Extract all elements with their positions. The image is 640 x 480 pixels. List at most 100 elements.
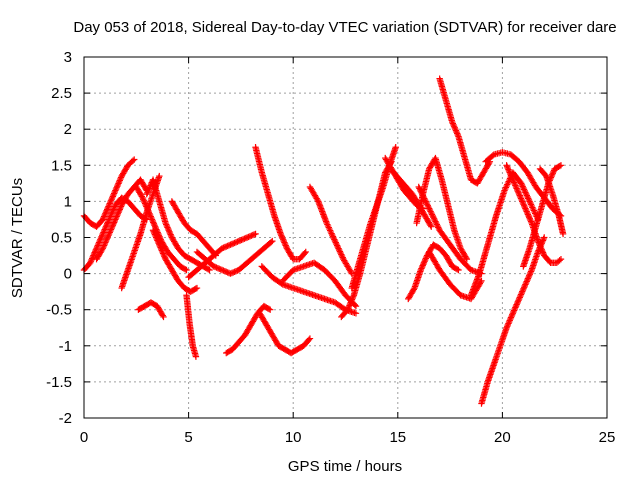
data-point bbox=[514, 188, 522, 195]
data-point bbox=[103, 207, 110, 214]
data-point bbox=[428, 209, 435, 217]
data-point bbox=[279, 236, 287, 243]
data-point bbox=[225, 242, 233, 249]
data-point bbox=[536, 242, 544, 249]
data-point bbox=[330, 234, 337, 242]
data-point bbox=[117, 174, 125, 181]
data-point bbox=[102, 239, 109, 246]
data-point bbox=[392, 144, 399, 151]
data-point bbox=[107, 213, 114, 220]
data-point bbox=[145, 207, 152, 214]
series-arc-25 bbox=[415, 183, 485, 277]
data-point bbox=[510, 307, 518, 314]
data-point bbox=[515, 295, 523, 303]
data-point bbox=[527, 201, 535, 208]
data-point bbox=[524, 275, 532, 282]
data-point bbox=[99, 232, 106, 239]
data-point bbox=[108, 196, 115, 203]
data-point bbox=[103, 236, 110, 243]
data-point bbox=[525, 272, 533, 279]
data-point bbox=[557, 162, 565, 169]
data-point bbox=[505, 167, 513, 175]
data-point bbox=[462, 254, 470, 262]
data-point bbox=[230, 240, 237, 247]
data-point bbox=[507, 170, 514, 178]
data-point bbox=[534, 248, 542, 256]
data-point bbox=[103, 222, 110, 229]
data-point bbox=[428, 211, 436, 218]
data-point bbox=[423, 199, 430, 207]
data-point bbox=[410, 286, 417, 293]
data-point bbox=[231, 268, 238, 275]
data-point bbox=[511, 305, 518, 313]
data-point bbox=[218, 266, 226, 274]
data-point bbox=[501, 185, 509, 193]
data-point bbox=[148, 214, 155, 222]
data-point bbox=[524, 276, 531, 284]
data-point bbox=[104, 206, 111, 213]
data-point bbox=[155, 240, 162, 247]
data-point bbox=[278, 232, 285, 239]
data-point bbox=[463, 255, 471, 263]
data-point bbox=[425, 203, 432, 211]
y-tick-label: -0.5 bbox=[46, 302, 72, 319]
data-point bbox=[431, 216, 438, 224]
data-point bbox=[97, 236, 104, 243]
data-point bbox=[117, 204, 124, 212]
data-point bbox=[164, 224, 171, 231]
data-point bbox=[100, 243, 107, 251]
data-point bbox=[92, 248, 99, 255]
data-point bbox=[101, 240, 108, 248]
data-point bbox=[559, 230, 567, 238]
data-point bbox=[117, 203, 125, 210]
data-point bbox=[97, 235, 105, 242]
data-point bbox=[505, 166, 512, 173]
data-point bbox=[525, 195, 532, 202]
data-point bbox=[114, 181, 122, 188]
data-point bbox=[522, 205, 529, 212]
data-point bbox=[192, 285, 199, 292]
data-point bbox=[510, 177, 517, 185]
series-arc-17 bbox=[279, 259, 360, 310]
data-point bbox=[556, 257, 563, 264]
data-point bbox=[267, 238, 275, 246]
data-point bbox=[231, 239, 238, 247]
data-point bbox=[538, 246, 545, 253]
data-point bbox=[526, 271, 534, 278]
data-point bbox=[541, 234, 548, 241]
data-point bbox=[113, 213, 120, 220]
data-point bbox=[450, 123, 458, 130]
data-point bbox=[152, 234, 160, 241]
data-point bbox=[159, 248, 166, 256]
data-point bbox=[514, 186, 521, 194]
axis-ticks: 0 5 10 15 20 25 -2 -1.5 -1 -0.5 0 0.5 1 1.5 2 2.5 3 bbox=[46, 49, 615, 446]
data-point bbox=[101, 226, 108, 233]
data-point bbox=[114, 211, 121, 219]
data-point bbox=[146, 211, 154, 219]
data-point bbox=[306, 335, 314, 342]
data-point bbox=[338, 252, 346, 260]
data-point bbox=[346, 302, 353, 309]
data-point bbox=[529, 205, 537, 213]
data-point bbox=[150, 228, 157, 235]
data-point bbox=[527, 199, 534, 207]
data-point bbox=[146, 185, 153, 192]
data-point bbox=[102, 210, 109, 217]
data-point bbox=[149, 217, 156, 225]
data-point bbox=[513, 301, 520, 308]
data-point bbox=[329, 233, 337, 240]
data-point bbox=[523, 278, 530, 285]
data-point bbox=[150, 220, 158, 227]
data-point bbox=[449, 120, 457, 127]
data-point bbox=[548, 171, 556, 178]
data-point bbox=[503, 182, 510, 190]
data-point bbox=[230, 269, 237, 276]
data-point bbox=[525, 274, 532, 281]
data-point bbox=[156, 241, 163, 248]
data-point bbox=[512, 304, 519, 311]
data-point bbox=[149, 227, 157, 234]
data-point bbox=[416, 185, 423, 192]
data-point bbox=[515, 190, 523, 198]
data-point bbox=[159, 312, 166, 319]
data-point bbox=[422, 198, 429, 205]
